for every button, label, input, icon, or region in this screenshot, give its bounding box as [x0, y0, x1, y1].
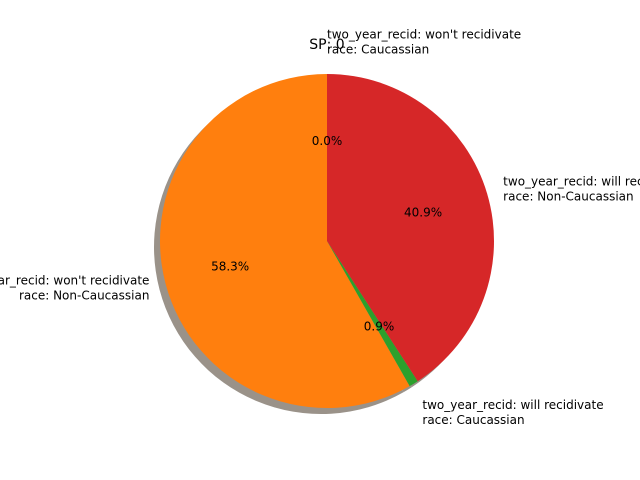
- slice-pct-two-year-recid-won-t-recidivate-race-non-caucassian: 58.3%: [211, 260, 249, 274]
- slice-two-year-recid-will-recidivate-race-non-caucassian: [327, 74, 494, 382]
- slice-label-line: race: Non-Caucassian: [19, 289, 149, 303]
- slice-label-line: two_year_recid: will recidivate: [422, 398, 603, 412]
- slice-label-line: two_year_recid: won't recidivate: [327, 27, 521, 41]
- slice-two-year-recid-will-recidivate-race-caucassian: [327, 241, 418, 387]
- slice-pct-two-year-recid-will-recidivate-race-caucassian: 0.9%: [364, 320, 395, 334]
- slice-two-year-recid-won-t-recidivate-race-non-caucassian: [160, 74, 410, 409]
- slice-label-two-year-recid-won-t-recidivate-race-caucassian: two_year_recid: won't recidivate race: Ca…: [327, 27, 521, 56]
- slice-label-line: two_year_recid: will recidivate: [503, 174, 640, 188]
- slice-label-two-year-recid-will-recidivate-race-caucassian: two_year_recid: will recidivate race: Cau…: [422, 398, 603, 427]
- slice-label-line: race: Caucassian: [327, 42, 429, 56]
- slice-label-line: race: Caucassian: [422, 413, 524, 427]
- slice-label-line: two_year_recid: won't recidivate: [0, 274, 149, 288]
- slice-pct-two-year-recid-will-recidivate-race-non-caucassian: 40.9%: [404, 206, 442, 220]
- slice-label-line: race: Non-Caucassian: [503, 189, 633, 203]
- chart-title: SP: 0: [309, 37, 344, 53]
- slice-pct-two-year-recid-won-t-recidivate-race-caucassian: 0.0%: [312, 134, 343, 148]
